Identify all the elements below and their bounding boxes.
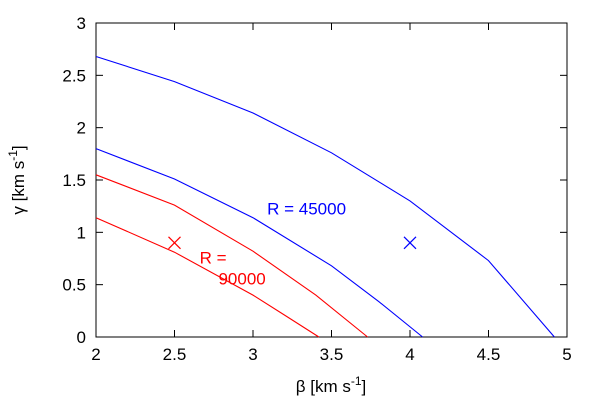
series-line-4 bbox=[95, 217, 320, 338]
x-tick-label: 2.5 bbox=[163, 345, 187, 364]
y-tick-label: 0.5 bbox=[62, 276, 86, 295]
y-tick-label: 2.5 bbox=[62, 66, 86, 85]
y-tick-label: 2 bbox=[77, 119, 86, 138]
series-layer bbox=[95, 55, 555, 338]
series-line-3 bbox=[95, 174, 368, 338]
marker-layer bbox=[168, 236, 417, 250]
y-axis-title: γ [km s-1] bbox=[6, 145, 28, 214]
annotation-layer: R = 45000 R = 90000 bbox=[200, 200, 346, 289]
series-line-1 bbox=[95, 55, 555, 338]
x-tick-label: 4 bbox=[405, 345, 414, 364]
y-tick-label: 1 bbox=[77, 223, 86, 242]
y-tick-label: 1.5 bbox=[62, 171, 86, 190]
x-tick-label: 3.5 bbox=[320, 345, 344, 364]
annotation-label: R = bbox=[200, 249, 227, 268]
axis-ticks: 2 2.5 3 3.5 4 4.5 5 0 0.5 1 1.5 2 2.5 3 bbox=[62, 14, 571, 364]
annotation-label: 90000 bbox=[218, 270, 265, 289]
cross-marker-1 bbox=[168, 236, 181, 250]
x-tick-label: 2 bbox=[91, 345, 100, 364]
x-tick-label: 4.5 bbox=[477, 345, 501, 364]
annotation-label: R = 45000 bbox=[267, 200, 346, 219]
series-line-2 bbox=[95, 148, 423, 338]
y-tick-label: 0 bbox=[77, 328, 86, 347]
x-axis-title: β [km s-1] bbox=[296, 374, 367, 396]
cross-marker-2 bbox=[403, 236, 417, 250]
y-tick-label: 3 bbox=[77, 14, 86, 33]
x-tick-label: 3 bbox=[248, 345, 257, 364]
plot-frame bbox=[95, 22, 568, 338]
x-tick-label: 5 bbox=[562, 345, 571, 364]
